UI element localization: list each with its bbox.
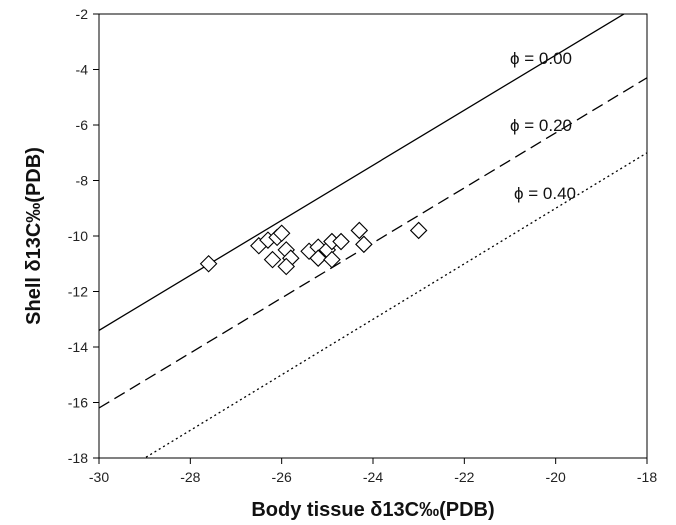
y-axis-title: Shell δ13C‰(PDB) <box>23 147 45 325</box>
x-tick-label: -24 <box>363 469 383 485</box>
x-axis-title: Body tissue δ13C‰(PDB) <box>251 499 494 521</box>
x-tick-label: -22 <box>454 469 474 485</box>
series-label: ϕ = 0.00 <box>510 49 572 68</box>
y-tick-label: -8 <box>76 173 89 189</box>
data-point <box>355 235 373 254</box>
line-series-solid <box>99 14 626 331</box>
plot-area <box>98 13 648 459</box>
y-tick-label: -16 <box>68 395 88 411</box>
x-tick-label: -26 <box>272 469 292 485</box>
x-tick-label: -18 <box>637 469 657 485</box>
data-point <box>272 224 291 243</box>
y-tick-label: -4 <box>76 62 89 78</box>
series-label: ϕ = 0.40 <box>514 184 576 203</box>
y-tick-label: -10 <box>68 228 88 244</box>
data-point <box>409 221 428 240</box>
y-tick-label: -18 <box>68 450 88 466</box>
x-tick-label: -20 <box>546 469 566 485</box>
data-point <box>350 221 369 240</box>
series-label: ϕ = 0.20 <box>510 116 572 135</box>
data-point <box>277 257 296 276</box>
y-tick-label: -2 <box>76 6 89 22</box>
x-tick-label: -28 <box>180 469 200 485</box>
data-point <box>199 254 218 273</box>
line-series-dotted <box>143 152 647 458</box>
data-point <box>323 250 341 269</box>
x-tick-label: -30 <box>89 469 109 485</box>
y-tick-label: -14 <box>68 339 88 355</box>
data-point <box>263 250 282 269</box>
y-tick-label: -12 <box>68 284 88 300</box>
data-point <box>332 232 350 251</box>
y-tick-label: -6 <box>76 117 89 133</box>
line-series-dashed <box>99 77 647 409</box>
data-point <box>309 249 327 267</box>
